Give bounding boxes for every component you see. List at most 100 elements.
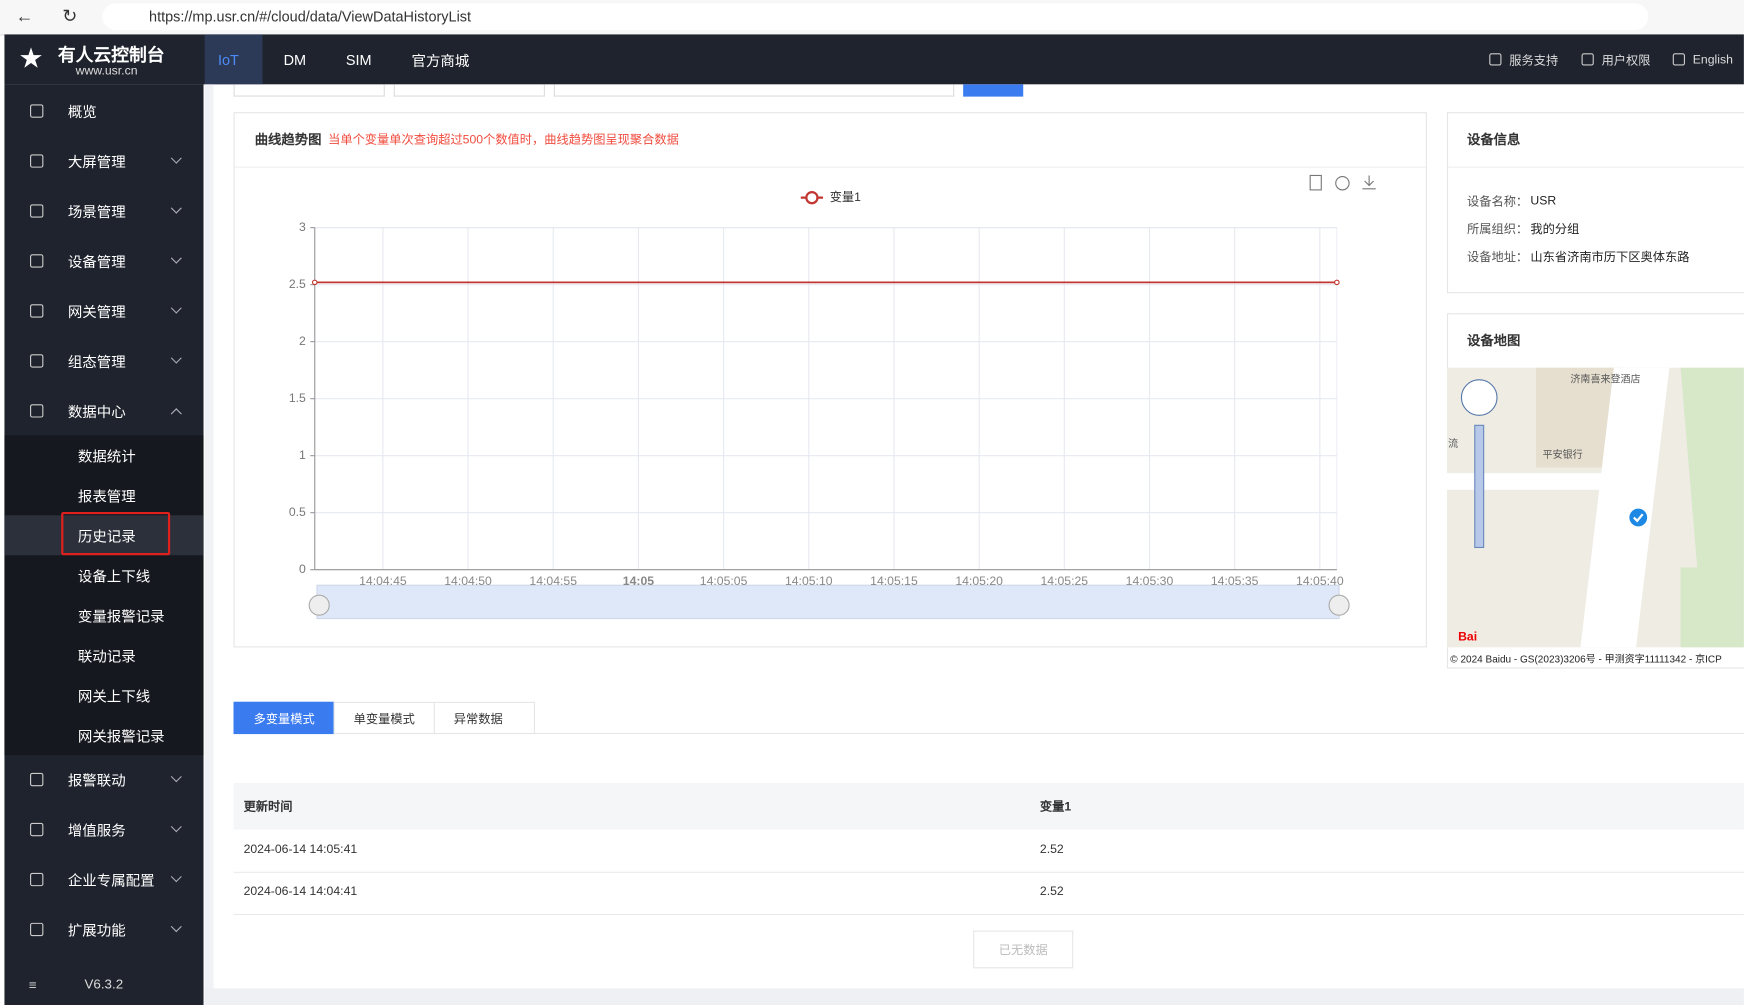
- logo-icon: ★: [20, 44, 42, 73]
- data-view-icon[interactable]: [1309, 174, 1322, 191]
- menu-icon: [30, 822, 44, 837]
- top-nav-item[interactable]: 官方商城: [411, 52, 470, 70]
- tab-label[interactable]: 异常数据: [453, 712, 503, 727]
- info-label: 设备地址：: [1466, 250, 1529, 265]
- brand-name: 有人云控制台: [57, 46, 165, 66]
- filter-select[interactable]: [233, 84, 385, 97]
- table-cell: 2024-06-14 14:04:41: [243, 885, 358, 899]
- tab-label[interactable]: 单变量模式: [353, 712, 415, 727]
- panel-title: 设备信息: [1466, 131, 1521, 148]
- y-tick-label: 3: [299, 220, 306, 234]
- address-bar[interactable]: [102, 3, 1649, 30]
- submenu-item[interactable]: 变量报警记录: [77, 607, 165, 625]
- map-place: 流: [1448, 438, 1459, 450]
- y-tick-label: 0: [299, 562, 306, 576]
- zoom-slider[interactable]: [316, 584, 1340, 620]
- tab[interactable]: [233, 701, 335, 735]
- x-tick-label: 14:05:35: [1211, 574, 1259, 588]
- submenu-item[interactable]: 联动记录: [77, 647, 136, 665]
- submenu-item[interactable]: 网关报警记录: [77, 727, 165, 745]
- query-button[interactable]: [963, 84, 1024, 97]
- main-footer: [204, 988, 1744, 1005]
- top-nav-item[interactable]: SIM: [345, 51, 372, 69]
- zoom-handle[interactable]: [308, 594, 330, 616]
- tab-line: [233, 732, 1744, 735]
- menu-item[interactable]: 大屏管理: [67, 153, 126, 171]
- top-right-item[interactable]: 用户权限: [1601, 54, 1651, 68]
- x-tick-label: 14:05: [623, 574, 654, 588]
- collapse-icon[interactable]: ≡: [28, 977, 37, 993]
- back-button[interactable]: ←: [15, 7, 34, 27]
- trend-panel: [233, 112, 1427, 648]
- menu-item[interactable]: 组态管理: [67, 353, 126, 371]
- url: https://mp.usr.cn/#/cloud/data/ViewDataH…: [149, 8, 472, 25]
- submenu-item[interactable]: 网关上下线: [77, 687, 151, 705]
- map[interactable]: Bai: [1446, 367, 1744, 648]
- menu-item[interactable]: 企业专属配置: [67, 872, 155, 889]
- panel-note: 当单个变量单次查询超过500个数值时，曲线趋势图呈现聚合数据: [328, 133, 679, 147]
- submenu-item[interactable]: 数据统计: [77, 448, 136, 465]
- highlight-box: [61, 511, 171, 556]
- menu-item[interactable]: 场景管理: [67, 203, 126, 221]
- x-tick-label: 14:05:25: [1041, 574, 1089, 588]
- top-right-icon: [1489, 53, 1502, 66]
- tab-label[interactable]: 多变量模式: [253, 712, 315, 727]
- menu-icon: [30, 104, 44, 118]
- x-tick-label: 14:05:20: [955, 574, 1003, 588]
- zoom-handle[interactable]: [1328, 594, 1350, 616]
- date-range[interactable]: [553, 84, 955, 97]
- submenu-item[interactable]: 报表管理: [77, 488, 136, 505]
- top-right-item[interactable]: English: [1692, 53, 1733, 67]
- x-tick-label: 14:04:45: [359, 574, 407, 588]
- menu-item[interactable]: 扩展功能: [67, 922, 126, 939]
- x-tick-label: 14:05:15: [870, 574, 918, 588]
- info-value: 山东省济南市历下区奥体东路: [1530, 250, 1690, 265]
- menu-icon: [30, 404, 44, 418]
- menu-item[interactable]: 增值服务: [67, 822, 126, 839]
- row-divider: [233, 871, 1744, 873]
- panel-title: 曲线趋势图: [254, 131, 322, 148]
- point: [1334, 279, 1340, 286]
- menu-icon: [30, 872, 44, 887]
- top-header: [4, 34, 1744, 85]
- submenu-item[interactable]: 设备上下线: [77, 568, 151, 585]
- x-tick-label: 14:04:55: [529, 574, 577, 588]
- top-right-item[interactable]: 服务支持: [1509, 54, 1559, 68]
- filter-select[interactable]: [393, 84, 545, 97]
- map-place: 济南喜来登酒店: [1570, 373, 1641, 385]
- tab[interactable]: [433, 701, 535, 735]
- submenu-active-bg: [4, 515, 204, 556]
- refresh-icon[interactable]: [1335, 176, 1350, 191]
- menu-icon: [30, 772, 44, 787]
- top-nav-item[interactable]: DM: [283, 51, 307, 69]
- submenu-item[interactable]: 历史记录: [77, 528, 136, 545]
- x-tick-label: 14:05:40: [1296, 574, 1344, 588]
- submenu-bg: [4, 435, 204, 756]
- menu-icon: [30, 254, 44, 268]
- table-cell: 2.52: [1039, 885, 1064, 899]
- table-header: 变量1: [1039, 800, 1072, 814]
- info-label: 设备名称：: [1466, 195, 1529, 209]
- legend-label: 变量1: [830, 189, 861, 204]
- table-header: 更新时间: [243, 800, 293, 814]
- menu-item[interactable]: 设备管理: [67, 253, 126, 271]
- reload-button[interactable]: ↻: [62, 7, 78, 27]
- map-copyright: © 2024 Baidu - GS(2023)3206号 - 甲测资字11111…: [1450, 653, 1722, 665]
- menu-item[interactable]: 报警联动: [67, 772, 126, 790]
- tab[interactable]: [333, 701, 435, 735]
- download-icon[interactable]: [1362, 175, 1376, 190]
- menu-item[interactable]: 数据中心: [67, 403, 126, 421]
- menu-item[interactable]: 概览: [67, 103, 97, 121]
- divider: [1448, 166, 1744, 168]
- y-tick-label: 1.5: [289, 391, 306, 405]
- device-info-panel: [1446, 112, 1744, 294]
- point: [311, 279, 318, 286]
- y-tick-label: 2.5: [289, 277, 306, 291]
- menu-item[interactable]: 网关管理: [67, 303, 126, 321]
- top-nav-item[interactable]: IoT: [217, 51, 239, 69]
- x-tick-label: 14:04:50: [444, 574, 492, 588]
- brand-site: www.usr.cn: [75, 64, 138, 78]
- legend-marker: [805, 191, 819, 205]
